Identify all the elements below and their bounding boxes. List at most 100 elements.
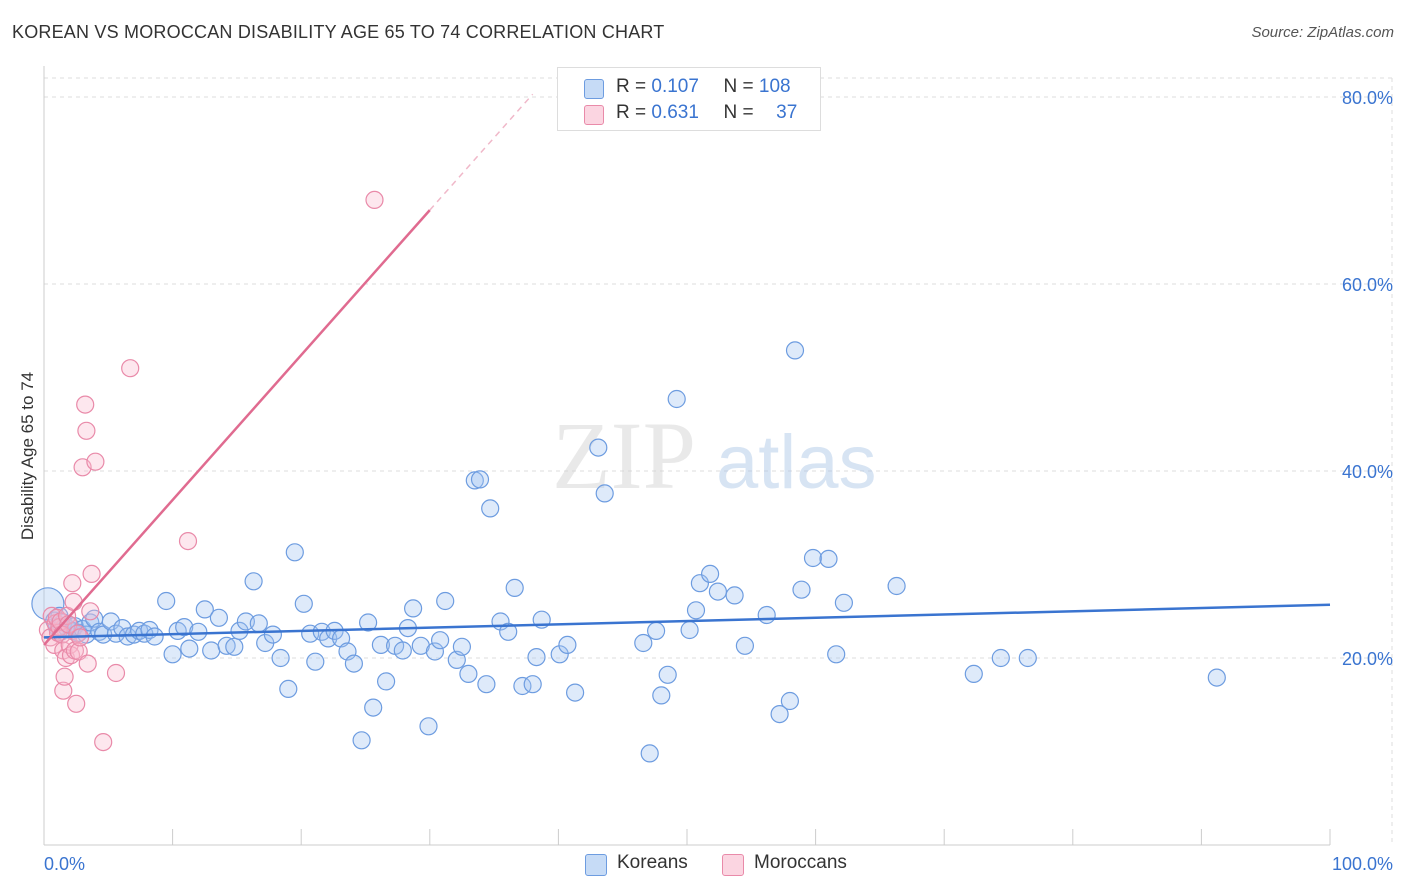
korean-point: [803, 548, 823, 568]
korean-point: [294, 594, 313, 613]
korean-point: [285, 543, 304, 562]
y-tick-label: 60.0%: [1342, 275, 1393, 295]
trend-layer: [43, 93, 1331, 646]
korean-point: [887, 576, 906, 596]
korean-point: [589, 438, 608, 457]
korean-point: [658, 665, 677, 684]
korean-point: [1018, 648, 1037, 668]
y-tick-label: 80.0%: [1342, 88, 1393, 108]
moroccan-point: [54, 681, 73, 700]
watermark-atlas: atlas: [716, 420, 877, 505]
korean-point: [652, 686, 671, 705]
korean-point: [431, 631, 450, 650]
korean-point: [306, 652, 325, 671]
moroccan-point: [94, 732, 113, 752]
legend-r-value: 0.631: [651, 102, 699, 123]
korean-point: [477, 675, 496, 694]
bottom-legend-koreans: Koreans: [585, 851, 705, 877]
korean-point: [735, 636, 755, 655]
korean-point: [792, 580, 811, 599]
korean-point: [371, 635, 390, 655]
korean-point: [708, 582, 728, 601]
moroccan-point: [64, 592, 83, 612]
legend-n-label: N =: [723, 76, 754, 97]
korean-point: [785, 341, 805, 360]
korean-point: [452, 637, 471, 656]
korean-point: [470, 470, 490, 489]
korean-point: [419, 717, 438, 736]
korean-point: [344, 654, 363, 673]
moroccan-point: [76, 395, 95, 414]
korean-point: [202, 641, 221, 660]
koreans-legend-icon: [585, 854, 607, 876]
korean-point: [244, 572, 263, 591]
chart-title: KOREAN VS MOROCCAN DISABILITY AGE 65 TO …: [12, 22, 665, 42]
korean-point: [352, 731, 371, 750]
moroccan-point: [55, 667, 74, 686]
korean-point: [404, 599, 423, 618]
korean-point: [640, 744, 659, 763]
x-tick-label: 0.0%: [44, 854, 85, 874]
moroccans-legend-icon: [722, 854, 744, 876]
y-axis-title: Disability Age 65 to 74: [18, 372, 37, 540]
korean-point: [565, 683, 585, 702]
legend-r-label: R =: [616, 102, 647, 123]
legend-n-label: N =: [723, 102, 754, 123]
korean-point: [505, 578, 524, 598]
korean-point: [359, 613, 378, 632]
korean-point: [230, 621, 249, 641]
points-layer: [31, 190, 1226, 763]
korean-point: [523, 675, 542, 694]
korean-point: [527, 647, 546, 667]
korean-point: [700, 564, 720, 584]
korean-point: [834, 593, 854, 612]
korean-point: [209, 608, 228, 627]
korean-point: [499, 622, 518, 641]
watermark-zip: ZIP: [552, 402, 696, 509]
korean-point: [459, 664, 478, 684]
korean-point: [393, 641, 412, 660]
korean-point: [690, 574, 710, 593]
moroccan-point: [81, 602, 100, 621]
korean-point: [770, 704, 789, 724]
y-tick-label: 40.0%: [1342, 462, 1393, 482]
moroccans-swatch-icon: [584, 105, 604, 125]
korean-point: [364, 698, 383, 717]
moroccan-point: [77, 421, 96, 440]
moroccan-point: [63, 574, 82, 593]
moroccan-point: [67, 694, 86, 713]
korean-point: [634, 633, 653, 653]
korean-point: [217, 636, 236, 655]
moroccan-point: [365, 190, 384, 209]
source-label: Source: ZipAtlas.com: [1251, 24, 1394, 41]
legend-n-value: 37: [776, 102, 798, 123]
x-tick-label: 100.0%: [1332, 854, 1393, 874]
korean-point: [465, 471, 484, 490]
korean-point: [175, 617, 194, 637]
korean-point: [145, 627, 164, 646]
korean-point: [819, 549, 838, 569]
korean-trend-line: [43, 603, 1331, 639]
korean-point: [377, 672, 396, 691]
legend-r-value: 0.107: [651, 76, 699, 97]
korean-point: [991, 648, 1010, 668]
korean-point: [163, 645, 182, 664]
korean-point: [249, 614, 268, 633]
korean-point: [1207, 668, 1226, 687]
korean-point: [263, 625, 282, 644]
korean-point: [481, 499, 500, 518]
moroccan-point: [121, 359, 140, 378]
korean-point: [436, 591, 455, 611]
watermark: ZIP atlas: [552, 402, 877, 509]
moroccan-trend-extension: [429, 93, 534, 211]
moroccan-point: [86, 452, 105, 471]
korean-point: [780, 691, 800, 711]
moroccan-point: [82, 564, 101, 584]
korean-point: [550, 645, 569, 664]
korean-point: [279, 679, 298, 699]
korean-point: [827, 645, 846, 664]
korean-point: [757, 605, 776, 625]
koreans-swatch-icon: [584, 79, 604, 99]
bottom-legend-moroccans: Moroccans: [722, 851, 862, 877]
